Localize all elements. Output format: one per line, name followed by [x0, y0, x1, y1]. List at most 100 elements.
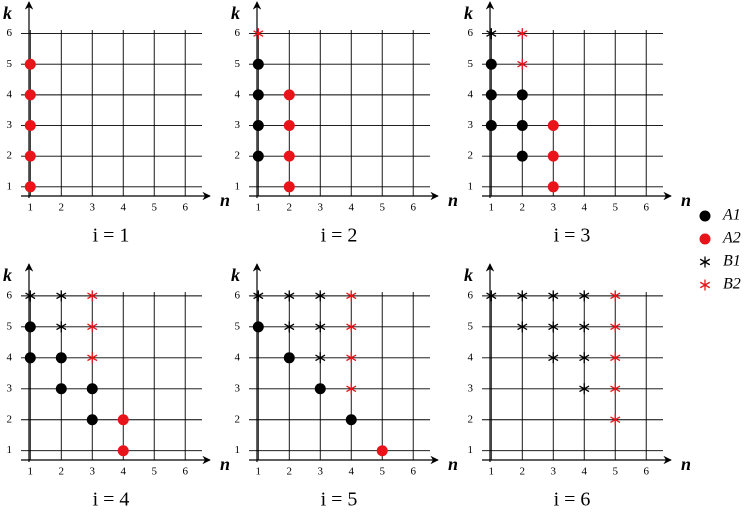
point — [610, 321, 621, 333]
point — [86, 414, 98, 426]
point — [117, 414, 129, 426]
point — [516, 89, 528, 101]
x-tick-label: 4 — [348, 202, 354, 214]
x-axis-label: n — [220, 454, 230, 474]
point — [548, 352, 559, 364]
panel-title: i = 2 — [321, 225, 358, 247]
y-tick-label: 3 — [235, 119, 241, 131]
point — [283, 120, 295, 132]
point — [346, 321, 357, 333]
y-tick-label: 2 — [235, 413, 241, 425]
y-axis-label: k — [3, 265, 12, 285]
point — [283, 352, 295, 364]
x-tick-label: 2 — [59, 466, 65, 478]
y-tick-label: 5 — [468, 58, 474, 70]
point — [548, 321, 559, 333]
y-tick-label: 4 — [468, 351, 474, 363]
y-tick-label: 4 — [468, 88, 474, 100]
point — [24, 181, 36, 193]
x-axis-label: n — [681, 190, 691, 210]
point — [579, 383, 590, 395]
y-tick-label: 2 — [7, 413, 13, 425]
panel-title: i = 4 — [93, 489, 130, 511]
point — [610, 383, 621, 395]
point — [283, 181, 295, 193]
point — [24, 150, 36, 162]
x-tick-label: 2 — [520, 202, 526, 214]
x-tick-label: 2 — [520, 466, 526, 478]
y-axis-label: k — [231, 3, 240, 23]
point — [55, 383, 67, 395]
x-tick-label: 6 — [182, 202, 188, 214]
x-tick-label: 6 — [643, 202, 649, 214]
y-tick-label: 4 — [7, 351, 13, 363]
x-tick-label: 3 — [90, 202, 96, 214]
y-tick-label: 3 — [468, 119, 474, 131]
x-tick-label: 1 — [256, 466, 262, 478]
point — [517, 28, 528, 40]
point — [517, 58, 528, 70]
x-axis-label: n — [448, 454, 458, 474]
x-tick-label: 3 — [90, 466, 96, 478]
y-axis-label: k — [3, 3, 12, 23]
legend-label: B1 — [723, 253, 741, 270]
legend-label: A1 — [722, 207, 741, 224]
point — [252, 150, 264, 162]
point — [346, 383, 357, 395]
point — [24, 89, 36, 101]
point — [610, 352, 621, 364]
y-axis-label: k — [464, 265, 473, 285]
point — [517, 290, 528, 302]
x-axis-label: n — [448, 190, 458, 210]
point — [283, 89, 295, 101]
legend-label: A2 — [722, 230, 741, 247]
point — [24, 321, 36, 333]
point — [56, 321, 67, 333]
x-tick-label: 5 — [612, 202, 618, 214]
point — [24, 120, 36, 132]
point — [24, 352, 36, 364]
point — [87, 352, 98, 364]
x-tick-label: 5 — [151, 466, 157, 478]
panel-title: i = 5 — [321, 489, 358, 511]
x-tick-label: 3 — [551, 202, 557, 214]
point — [579, 290, 590, 302]
point — [252, 58, 264, 70]
x-tick-label: 1 — [256, 202, 262, 214]
y-tick-label: 2 — [7, 150, 13, 162]
point — [486, 28, 497, 40]
y-tick-label: 1 — [468, 444, 474, 456]
point — [253, 290, 264, 302]
y-tick-label: 1 — [235, 444, 241, 456]
point — [485, 58, 497, 70]
x-axis-label: n — [681, 454, 691, 474]
y-tick-label: 3 — [7, 382, 13, 394]
point — [87, 321, 98, 333]
point — [315, 290, 326, 302]
y-tick-label: 1 — [468, 180, 474, 192]
point — [376, 445, 388, 457]
x-tick-label: 6 — [643, 466, 649, 478]
point — [284, 290, 295, 302]
point — [346, 352, 357, 364]
point — [253, 28, 264, 40]
x-tick-label: 2 — [287, 202, 293, 214]
y-tick-label: 3 — [7, 119, 13, 131]
y-tick-label: 5 — [7, 320, 13, 332]
x-tick-label: 4 — [348, 466, 354, 478]
x-tick-label: 3 — [318, 466, 324, 478]
y-tick-label: 1 — [235, 180, 241, 192]
point — [314, 383, 326, 395]
y-tick-label: 6 — [7, 27, 13, 39]
x-tick-label: 4 — [581, 202, 587, 214]
point — [485, 89, 497, 101]
y-tick-label: 3 — [235, 382, 241, 394]
y-tick-label: 5 — [235, 320, 241, 332]
y-tick-label: 1 — [7, 444, 13, 456]
y-tick-label: 5 — [235, 58, 241, 70]
point — [315, 321, 326, 333]
point — [25, 290, 36, 302]
x-tick-label: 6 — [182, 466, 188, 478]
point — [547, 120, 559, 132]
